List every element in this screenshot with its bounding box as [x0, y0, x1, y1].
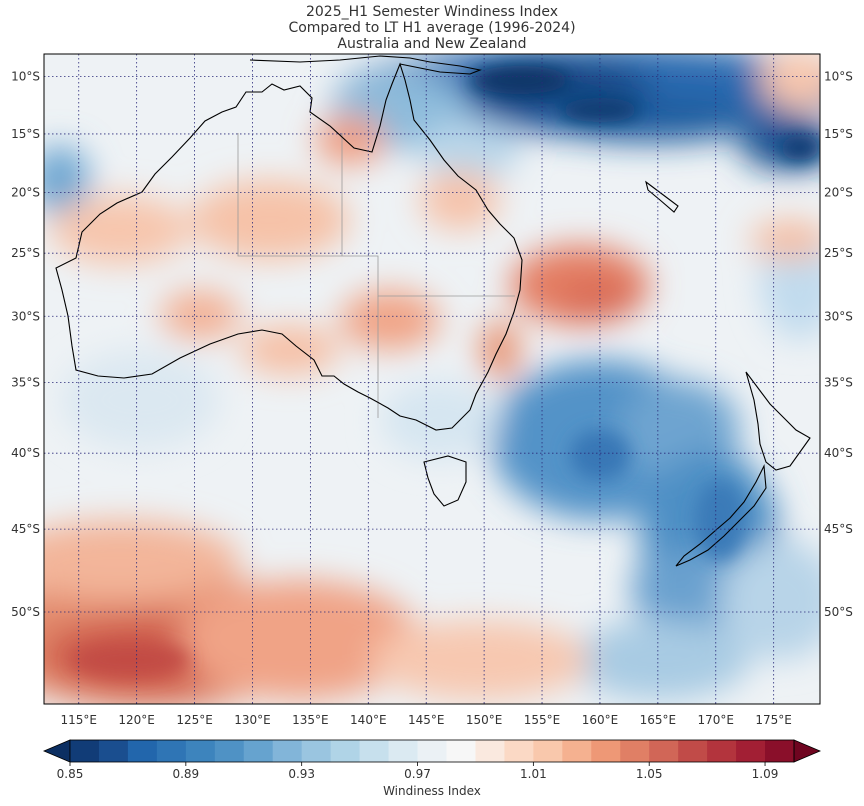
colorbar-bin: [330, 740, 361, 762]
colorbar-bin: [127, 740, 158, 762]
lat-label-left: 20°S: [11, 186, 40, 200]
lat-label-left: 10°S: [11, 70, 40, 84]
lat-label-right: 30°S: [824, 309, 853, 323]
colorbar-bin: [649, 740, 679, 762]
colorbar-bin: [446, 740, 476, 762]
colorbar-bin: [359, 740, 390, 762]
lat-label-left: 50°S: [11, 605, 40, 619]
colorbar-bin: [214, 740, 245, 762]
colorbar-tick-label: 0.93: [288, 767, 315, 781]
lon-label: 130°E: [234, 713, 271, 727]
lon-label: 170°E: [698, 713, 735, 727]
colorbar-tick-label: 1.09: [752, 767, 779, 781]
lon-label: 165°E: [640, 713, 677, 727]
lon-label: 155°E: [524, 713, 561, 727]
colorbar-extend-low: [42, 739, 71, 763]
colorbar-bin: [562, 740, 592, 762]
australia-coastline: [55, 62, 523, 431]
title-line-2: Compared to LT H1 average (1996-2024): [288, 20, 576, 36]
colorbar-bin: [301, 740, 332, 762]
lat-label-right: 10°S: [824, 70, 853, 84]
lon-label: 150°E: [466, 713, 503, 727]
colorbar-frame: [69, 739, 795, 763]
title-line-3: Australia and New Zealand: [337, 36, 527, 52]
title-line-1: 2025_H1 Semester Windiness Index: [305, 4, 558, 20]
lon-label: 175°E: [755, 713, 792, 727]
latitude-labels: 10°S 10°S 15°S 15°S 20°S 20°S 25°S 25°S 30°S 30°S…: [11, 70, 853, 619]
colorbar-bin: [707, 740, 737, 762]
lon-label: 115°E: [60, 713, 97, 727]
colorbar-bin: [475, 740, 505, 762]
colorbar-bin: [243, 740, 274, 762]
new-zealand-north-coastline: [745, 371, 811, 471]
lat-label-right: 20°S: [824, 186, 853, 200]
lon-label: 160°E: [582, 713, 619, 727]
colorbar-tick-label: 1.05: [636, 767, 663, 781]
colorbar-bin: [70, 740, 100, 762]
lon-label: 120°E: [118, 713, 155, 727]
lat-label-left: 15°S: [11, 127, 40, 141]
longitude-labels: 115°E 120°E 125°E 130°E 135°E 140°E 145°E 150°E…: [60, 713, 791, 727]
lon-label: 145°E: [408, 713, 445, 727]
coastlines: [55, 55, 811, 567]
lat-label-right: 45°S: [824, 522, 853, 536]
colorbar-tick-label: 0.89: [172, 767, 199, 781]
colorbar-bin: [504, 740, 534, 762]
colorbar-bin: [533, 740, 563, 762]
lat-label-left: 40°S: [11, 446, 40, 460]
new-caledonia-coastline: [645, 180, 679, 213]
colorbar-bin: [272, 740, 303, 762]
colorbar-bin: [765, 740, 795, 762]
chart-title: 2025_H1 Semester Windiness Index Compare…: [0, 4, 864, 52]
lat-label-right: 15°S: [824, 127, 853, 141]
lat-label-left: 25°S: [11, 246, 40, 260]
colorbar-label: Windiness Index: [383, 784, 481, 798]
colorbar-bin: [156, 740, 187, 762]
lat-label-right: 40°S: [824, 446, 853, 460]
colorbar-tick-label: 0.85: [57, 767, 84, 781]
new-zealand-south-coastline: [675, 464, 767, 567]
graticule: [44, 54, 820, 704]
map-frame: [43, 53, 821, 705]
colorbar-tick-label: 0.97: [404, 767, 431, 781]
png-coastline: [249, 55, 482, 75]
lat-label-right: 25°S: [824, 246, 853, 260]
colorbar-bin: [98, 740, 129, 762]
colorbar-bin: [185, 740, 216, 762]
colorbar-extend-high: [793, 739, 822, 763]
colorbar-bin: [388, 740, 419, 762]
lon-label: 140°E: [350, 713, 387, 727]
colorbar-bin: [417, 740, 447, 762]
tasmania-coastline: [423, 455, 467, 507]
lon-label: 135°E: [292, 713, 329, 727]
colorbar: 0.850.890.930.971.011.051.091.13: [42, 739, 822, 781]
lat-label-left: 30°S: [11, 309, 40, 323]
windiness-field: [44, 54, 820, 704]
colorbar-bin: [620, 740, 650, 762]
colorbar-tick-label: 1.01: [520, 767, 547, 781]
colorbar-bin: [591, 740, 621, 762]
lat-label-right: 35°S: [824, 376, 853, 390]
colorbar-bin: [736, 740, 766, 762]
lat-label-left: 45°S: [11, 522, 40, 536]
lat-label-left: 35°S: [11, 376, 40, 390]
colorbar-bin: [678, 740, 708, 762]
lon-label: 125°E: [176, 713, 213, 727]
lat-label-right: 50°S: [824, 605, 853, 619]
state-borders: [237, 133, 515, 418]
